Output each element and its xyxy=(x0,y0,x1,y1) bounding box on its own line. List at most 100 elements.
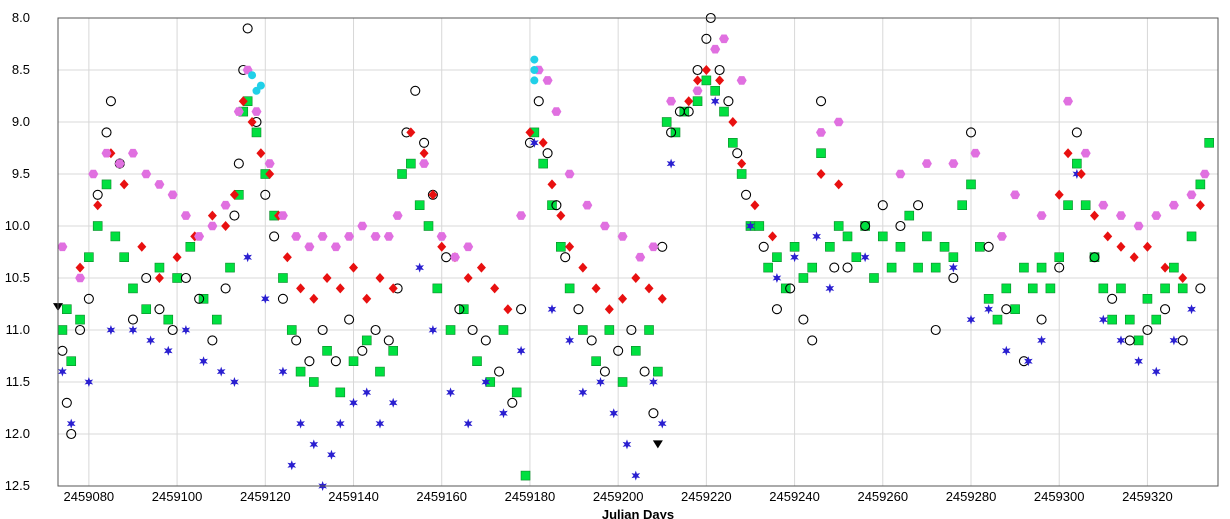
x-tick-label: 2459180 xyxy=(505,489,556,504)
data-point xyxy=(238,96,248,107)
data-point xyxy=(754,221,765,231)
data-point xyxy=(287,460,297,471)
data-point xyxy=(57,345,68,356)
data-point xyxy=(516,304,527,315)
data-point xyxy=(829,262,840,273)
data-point xyxy=(732,148,743,159)
data-point xyxy=(92,221,103,231)
data-point xyxy=(375,418,385,429)
data-point xyxy=(322,345,332,356)
data-point xyxy=(542,148,553,159)
data-point xyxy=(913,262,923,273)
data-point xyxy=(599,221,610,231)
data-point xyxy=(414,200,425,210)
data-point xyxy=(330,242,341,252)
data-point xyxy=(1186,231,1197,242)
data-point xyxy=(565,335,574,346)
data-point xyxy=(476,262,486,273)
data-point xyxy=(499,408,508,419)
data-point xyxy=(167,190,178,200)
data-point xyxy=(1072,158,1082,169)
data-point xyxy=(1160,304,1171,315)
data-point xyxy=(278,273,288,283)
y-tick-label: 11.5 xyxy=(6,374,30,389)
x-tick-label: 2459280 xyxy=(946,489,997,504)
data-point xyxy=(207,335,218,346)
data-point xyxy=(511,387,522,398)
data-point xyxy=(225,262,235,273)
data-point xyxy=(1107,314,1117,325)
data-point xyxy=(296,283,306,294)
data-point xyxy=(649,377,658,387)
data-point xyxy=(622,439,632,450)
data-point xyxy=(467,324,478,336)
data-point xyxy=(648,408,659,419)
data-point xyxy=(490,283,500,294)
data-point xyxy=(578,387,588,398)
data-point xyxy=(309,377,319,387)
y-tick-label: 12.0 xyxy=(5,426,30,441)
data-point xyxy=(992,314,1003,325)
data-point xyxy=(922,231,932,242)
data-point xyxy=(609,408,619,419)
data-point xyxy=(58,366,67,377)
data-point xyxy=(983,293,994,304)
data-point xyxy=(1133,221,1144,231)
data-point xyxy=(141,169,152,179)
data-point xyxy=(736,76,747,85)
data-point xyxy=(163,314,174,325)
data-point xyxy=(349,397,358,408)
data-point xyxy=(361,335,372,346)
data-point xyxy=(277,293,288,304)
data-point xyxy=(317,324,328,336)
data-point xyxy=(167,324,178,336)
data-point xyxy=(278,366,288,377)
data-points xyxy=(53,12,1214,491)
data-point xyxy=(256,148,266,159)
data-point xyxy=(723,96,734,107)
data-point xyxy=(397,169,407,179)
data-point xyxy=(631,470,641,481)
data-point xyxy=(141,304,152,315)
data-point xyxy=(842,262,853,273)
data-point xyxy=(383,335,394,346)
data-point xyxy=(728,138,738,148)
data-point xyxy=(1054,262,1065,273)
data-point xyxy=(578,262,588,273)
data-point xyxy=(816,128,826,137)
data-point xyxy=(450,252,460,262)
data-point xyxy=(1177,283,1188,294)
series-star xyxy=(58,96,1196,491)
data-point xyxy=(1116,241,1126,252)
data-point xyxy=(728,117,738,127)
data-point xyxy=(1080,148,1091,158)
data-point xyxy=(1036,211,1047,220)
data-point xyxy=(370,324,381,336)
data-point xyxy=(415,262,424,273)
data-point xyxy=(525,127,535,138)
data-point xyxy=(533,96,544,107)
series-hexagon xyxy=(57,34,1210,283)
data-point xyxy=(392,211,403,220)
data-point xyxy=(163,345,173,356)
data-point xyxy=(771,304,782,315)
data-point xyxy=(437,241,447,252)
data-point xyxy=(101,148,112,158)
data-point xyxy=(93,200,103,211)
series-triangle-down xyxy=(53,303,663,449)
data-point xyxy=(243,252,252,263)
data-point xyxy=(304,356,315,367)
data-point xyxy=(798,273,809,283)
data-point xyxy=(1124,335,1135,346)
data-point xyxy=(1036,262,1047,273)
data-point xyxy=(66,356,77,367)
data-point xyxy=(1019,262,1029,273)
data-point xyxy=(410,85,421,96)
data-point xyxy=(199,356,208,367)
data-point xyxy=(666,127,677,138)
data-point xyxy=(895,169,906,179)
data-point xyxy=(1151,211,1162,220)
data-point xyxy=(211,314,222,325)
data-point xyxy=(825,283,835,294)
